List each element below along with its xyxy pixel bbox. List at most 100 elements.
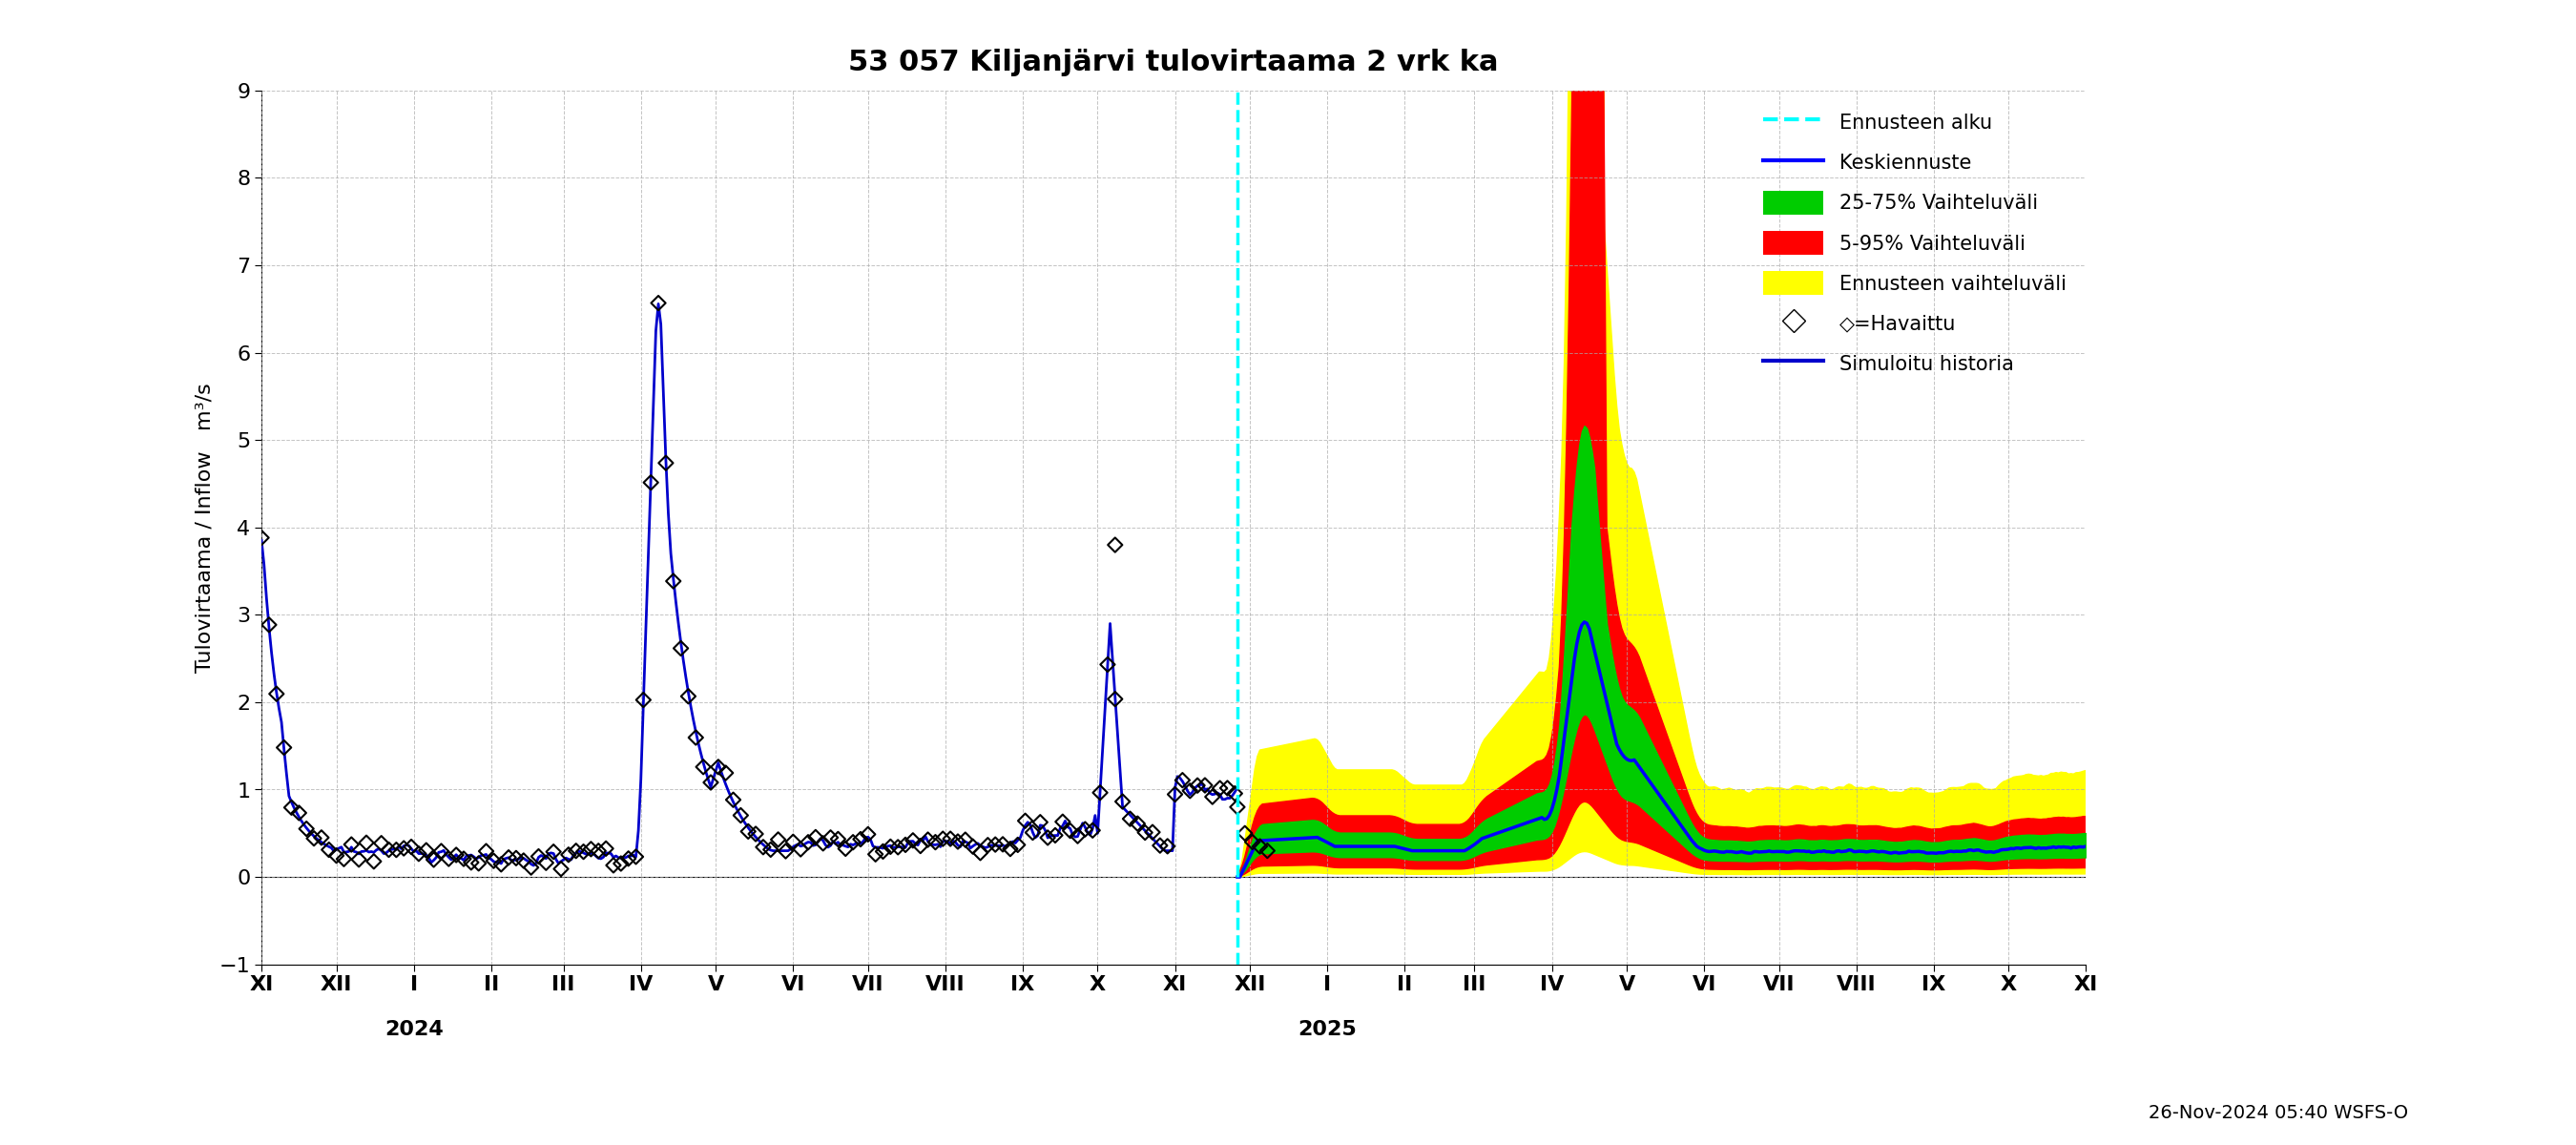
Point [487,848,528,867]
Point [734,824,775,843]
Point [1162,771,1203,789]
Point [855,845,896,863]
Point [399,845,440,863]
Point [726,822,768,840]
Point [294,829,335,847]
Point [526,854,567,872]
Point [474,852,515,870]
Point [556,842,598,860]
Point [1079,783,1121,802]
Point [1231,832,1273,851]
Point [871,837,912,855]
Point [1200,779,1242,797]
Point [270,798,312,816]
Point [930,830,971,848]
Point [773,832,814,851]
Point [361,834,402,852]
Point [788,834,829,852]
Point [255,685,296,703]
Point [966,836,1007,854]
Point [569,840,611,859]
Point [698,758,739,776]
Point [541,860,582,878]
Point [533,843,574,861]
Point [781,840,822,859]
Point [891,831,933,850]
Point [848,826,889,844]
Point [675,728,716,747]
Text: 2025: 2025 [1298,1020,1358,1040]
Point [242,529,283,547]
Point [884,836,925,854]
Point [878,838,920,856]
Point [1056,827,1097,845]
Point [840,830,881,848]
Point [690,773,732,791]
Point [564,843,605,861]
Point [714,791,755,810]
Point [817,830,858,848]
Point [1224,824,1265,843]
Point [644,453,685,472]
Point [322,850,363,868]
Point [1064,820,1105,838]
Text: 2024: 2024 [384,1020,443,1040]
Point [1213,784,1255,803]
Point [592,856,634,875]
Point [392,838,433,856]
Point [428,850,469,868]
Point [683,758,724,776]
Point [1193,788,1234,806]
Point [706,764,747,782]
Point [330,836,371,854]
Point [1110,810,1151,828]
Point [1118,814,1159,832]
Point [623,690,665,709]
Point [1020,813,1061,831]
Point [278,804,319,822]
Point [345,834,386,852]
Point [652,572,693,591]
Point [1043,813,1084,831]
Point [518,847,559,866]
Point [809,829,850,847]
Point [659,639,701,657]
Point [1247,842,1288,860]
Point [482,855,523,874]
Point [443,850,484,868]
Point [1154,785,1195,804]
Point [317,846,358,864]
Point [961,844,1002,862]
Point [1239,837,1280,855]
Title: 53 057 Kiljanjärvi tulovirtaama 2 vrk ka: 53 057 Kiljanjärvi tulovirtaama 2 vrk ka [848,48,1499,77]
Point [938,832,979,851]
Point [832,834,873,852]
Point [384,839,425,858]
Point [1095,690,1136,709]
Point [404,842,446,860]
Point [376,840,417,859]
Point [353,852,394,870]
Point [549,845,590,863]
Point [466,842,507,860]
Point [247,616,289,634]
Point [1048,822,1090,840]
Point [997,836,1038,854]
Point [631,473,672,491]
Point [1103,792,1144,811]
Point [286,820,327,838]
Point [757,830,799,848]
Point [309,840,350,859]
Point [368,840,410,859]
Point [451,853,492,871]
Point [1139,836,1180,854]
Point [510,859,551,877]
Point [1005,812,1046,830]
Point [899,837,940,855]
Point [435,846,477,864]
Point [721,806,762,824]
Point [824,839,866,858]
Point [1177,776,1218,795]
Point [639,294,680,313]
Text: 26-Nov-2024 05:40 WSFS-O: 26-Nov-2024 05:40 WSFS-O [2148,1104,2409,1122]
